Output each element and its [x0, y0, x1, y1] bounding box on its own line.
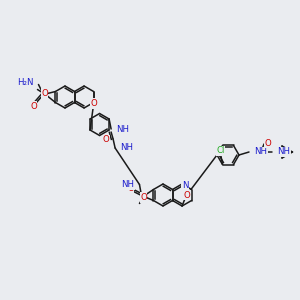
Text: O: O [140, 193, 147, 202]
Text: NH: NH [120, 143, 133, 152]
Text: O: O [265, 139, 272, 148]
Text: O: O [103, 136, 110, 145]
Text: N: N [182, 182, 188, 190]
Text: NH: NH [277, 148, 290, 157]
Text: O: O [127, 184, 134, 193]
Text: Cl: Cl [216, 146, 225, 155]
Text: NH: NH [254, 148, 267, 157]
Text: O: O [30, 102, 37, 111]
Text: NH: NH [116, 124, 129, 134]
Text: NH: NH [122, 180, 134, 189]
Text: O: O [184, 190, 190, 200]
Text: O: O [41, 89, 48, 98]
Text: H₂N: H₂N [17, 78, 34, 87]
Text: O: O [90, 99, 97, 108]
